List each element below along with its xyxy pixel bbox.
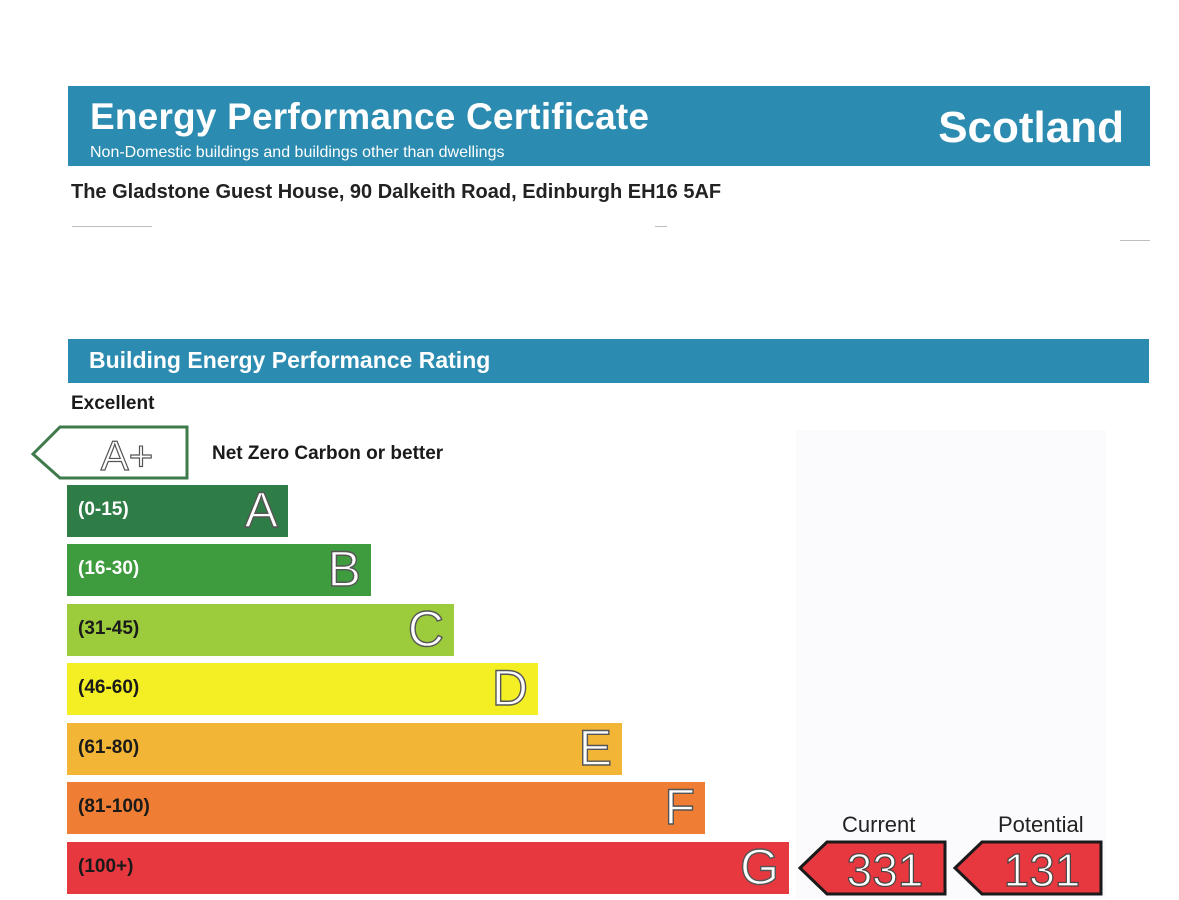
rating-band-a: (0-15) A xyxy=(67,481,288,539)
potential-pointer-shape xyxy=(952,840,1103,896)
band-letter: D xyxy=(491,659,529,716)
current-pointer-shape xyxy=(797,840,947,896)
rating-band-f: (81-100) F xyxy=(67,778,705,836)
aplus-description: Net Zero Carbon or better xyxy=(212,443,444,464)
potential-rating-label: Potential xyxy=(998,812,1084,837)
rating-band-c: (31-45) C xyxy=(67,600,454,658)
band-range: (31-45) xyxy=(78,618,140,639)
scan-artifact-line xyxy=(72,226,152,227)
band-range: (16-30) xyxy=(78,558,140,579)
band-range: (100+) xyxy=(78,856,134,877)
rating-band-d: (46-60) D xyxy=(67,659,538,717)
certificate-header: Energy Performance Certificate Non-Domes… xyxy=(68,86,1150,166)
current-rating-pointer: 331 xyxy=(797,840,947,897)
certificate-region: Scotland xyxy=(938,103,1124,152)
band-range: (81-100) xyxy=(78,796,150,817)
certificate-title: Energy Performance Certificate xyxy=(90,96,650,137)
rating-band-e: (61-80) E xyxy=(67,719,622,777)
aplus-arrow-shape xyxy=(30,425,189,480)
excellent-label: Excellent xyxy=(71,393,155,414)
band-letter: F xyxy=(664,778,696,835)
rating-band-g: (100+) G xyxy=(67,838,789,896)
band-range: (46-60) xyxy=(78,677,140,698)
band-letter: G xyxy=(739,838,779,895)
scan-artifact-line xyxy=(655,226,667,227)
band-letter: A xyxy=(244,481,279,538)
band-range: (61-80) xyxy=(78,737,140,758)
rating-section-title: Building Energy Performance Rating xyxy=(89,347,491,373)
potential-rating-value: 131 xyxy=(1004,844,1081,896)
band-letter: C xyxy=(407,600,445,657)
aplus-band: A+ xyxy=(30,425,189,480)
rating-band-b: (16-30) B xyxy=(67,540,371,598)
band-letter: E xyxy=(578,719,613,776)
rating-section-header: Building Energy Performance Rating xyxy=(68,339,1149,383)
scan-artifact-line xyxy=(1120,240,1150,241)
property-address: The Gladstone Guest House, 90 Dalkeith R… xyxy=(71,181,722,203)
current-rating-value: 331 xyxy=(847,844,924,896)
certificate-subtitle: Non-Domestic buildings and buildings oth… xyxy=(90,144,505,161)
rating-panel-background xyxy=(796,430,1106,898)
band-letter: B xyxy=(327,540,362,597)
current-rating-label: Current xyxy=(842,812,916,837)
aplus-letter: A+ xyxy=(101,432,154,479)
potential-rating-pointer: 131 xyxy=(952,840,1103,897)
band-range: (0-15) xyxy=(78,499,129,520)
